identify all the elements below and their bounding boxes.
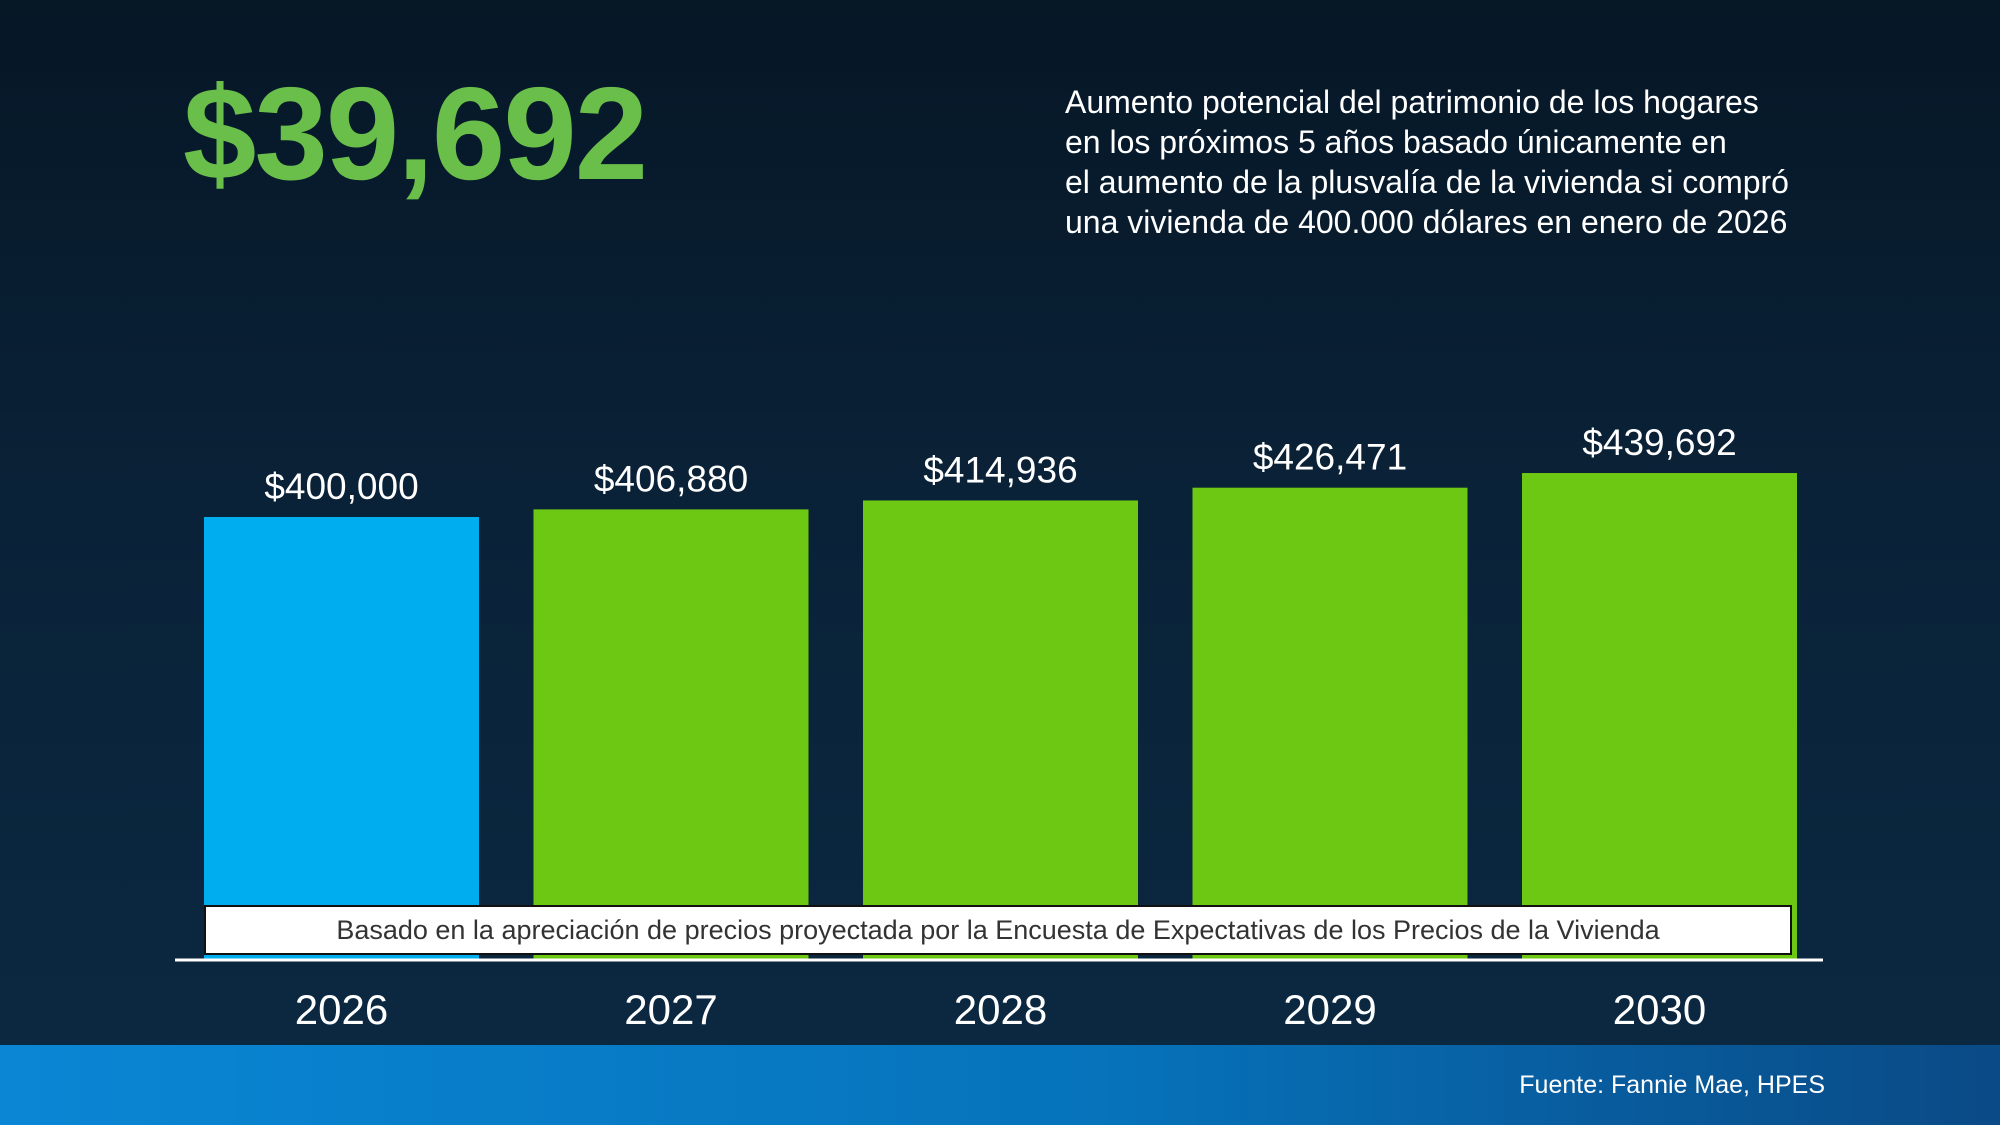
bar-value-label: $414,936 [923,449,1077,490]
category-label: 2026 [295,986,388,1033]
bar-2026 [204,517,479,960]
bar-chart: $400,000 2026 $406,880 2027 $414,936 2028 $426… [204,422,1797,1033]
headline-amount: $39,692 [183,60,648,207]
bar-value-label: $439,692 [1582,422,1736,463]
bar-2029 [1192,487,1468,960]
bar-value-label: $406,880 [594,458,748,499]
description-line: en los próximos 5 años basado únicamente… [1065,124,1727,160]
category-label: 2027 [624,986,717,1033]
bar-2027 [533,509,809,960]
bar-value-label: $426,471 [1253,437,1407,478]
category-label: 2029 [1283,986,1376,1033]
category-label: 2030 [1613,986,1706,1033]
description-line: Aumento potencial del patrimonio de los … [1065,84,1759,120]
headline-description: Aumento potencial del patrimonio de los … [1065,82,1925,242]
bar-value-label: $400,000 [264,466,418,507]
source-credit: Fuente: Fannie Mae, HPES [1519,1071,1825,1099]
bar-2028 [863,500,1138,960]
projection-note: Basado en la apreciación de precios proy… [204,905,1792,955]
description-line: el aumento de la plusvalía de la viviend… [1065,164,1789,200]
bar-2030 [1522,473,1797,960]
footer-bar: Fuente: Fannie Mae, HPES [0,1045,2000,1125]
description-line: una vivienda de 400.000 dólares en enero… [1065,204,1788,240]
category-label: 2028 [954,986,1047,1033]
